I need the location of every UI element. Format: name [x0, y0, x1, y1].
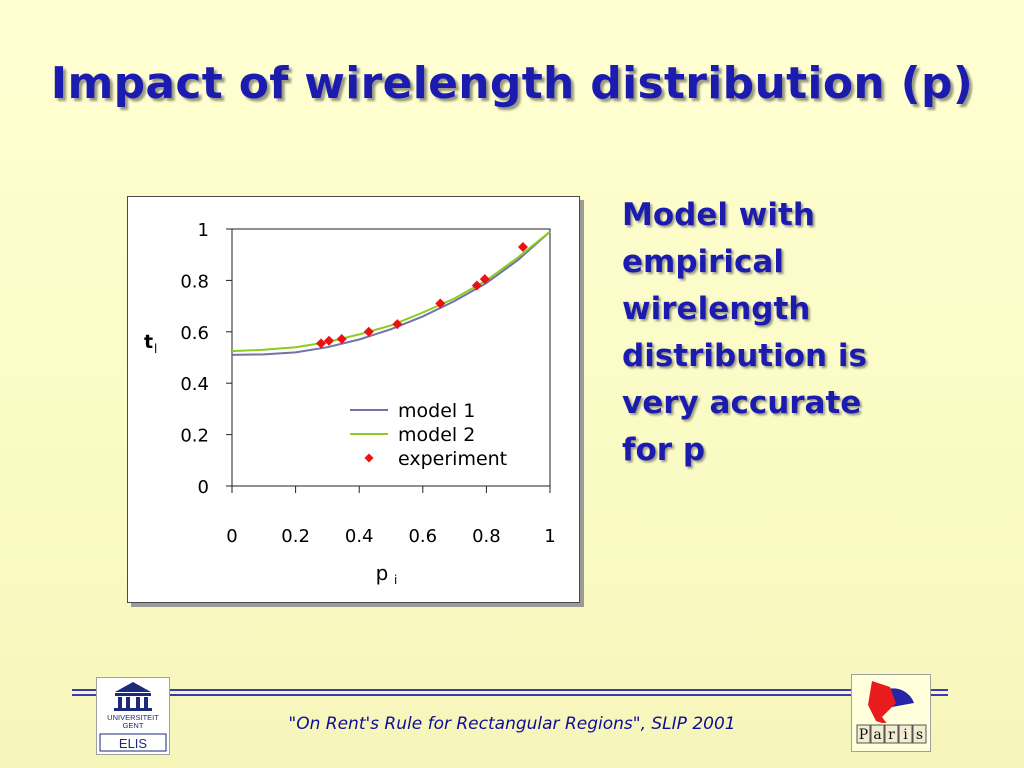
y-tick-label: 0.8 [180, 271, 209, 292]
ugent-building-icon: UNIVERSITEIT GENT ELIS [99, 682, 167, 752]
y-axis-label-subscript: l [154, 342, 157, 356]
paris-letters: P a r i s [856, 724, 927, 744]
x-tick-label: 0.8 [472, 526, 501, 547]
x-tick-label: 1 [544, 526, 555, 547]
series-3-marker [517, 241, 528, 252]
series-3-marker [392, 319, 403, 330]
series-3-marker [363, 326, 374, 337]
paris-letter-s: s [916, 727, 923, 743]
series-3-marker [435, 298, 446, 309]
line-chart: 0 0.2 0.4 0.6 0.8 1 0 0.2 0.4 0.6 0.8 1 t l p i model 1m… [144, 220, 556, 587]
series-3-marker [479, 274, 490, 285]
y-tick-label: 1 [198, 220, 209, 241]
footer-citation: "On Rent's Rule for Rectangular Regions"… [288, 714, 736, 734]
series-2-line [231, 230, 551, 353]
legend-label-3: experiment [398, 448, 507, 470]
x-tick-label: 0.6 [408, 526, 437, 547]
series-3-marker [336, 333, 347, 344]
y-tick-label: 0.2 [180, 426, 209, 447]
legend-label-1: model 1 [398, 400, 475, 422]
footer-rule-bottom [72, 694, 948, 696]
y-axis-label: t [144, 331, 153, 353]
plot-area [231, 228, 551, 487]
slide-title: Impact of wirelength distribution (p) [50, 58, 974, 109]
series-3-marker [316, 338, 327, 349]
paris-letter-p: P [859, 727, 868, 743]
paris-letter-r: r [888, 727, 895, 743]
paris-logo: P a r i s [851, 674, 931, 752]
y-tick-label: 0.6 [180, 323, 209, 344]
paris-emblem-icon: P a r i s [856, 681, 927, 745]
footer-rule-top [72, 689, 948, 691]
description-text: Model with empirical wirelength distribu… [622, 197, 867, 468]
x-tick-label: 0 [226, 526, 237, 547]
series-1-line [231, 230, 551, 356]
x-axis-label: p [376, 561, 389, 585]
ugent-logo-line-2: GENT [123, 721, 144, 730]
x-tick-label: 0.2 [281, 526, 310, 547]
ugent-logo-line-1: UNIVERSITEIT [107, 713, 159, 722]
legend-swatch-3 [364, 453, 374, 463]
paris-letter-a: a [873, 727, 881, 743]
legend-label-2: model 2 [398, 424, 475, 446]
ugent-elis-logo: UNIVERSITEIT GENT ELIS [96, 677, 170, 755]
elis-logo-text: ELIS [119, 736, 148, 751]
paris-letter-i: i [903, 727, 908, 743]
x-tick-label: 0.4 [345, 526, 374, 547]
series-3-marker [323, 335, 334, 346]
y-tick-label: 0.4 [180, 374, 209, 395]
x-axis-label-subscript: i [394, 573, 397, 587]
series-3-marker [471, 280, 482, 291]
y-tick-label: 0 [198, 477, 209, 498]
